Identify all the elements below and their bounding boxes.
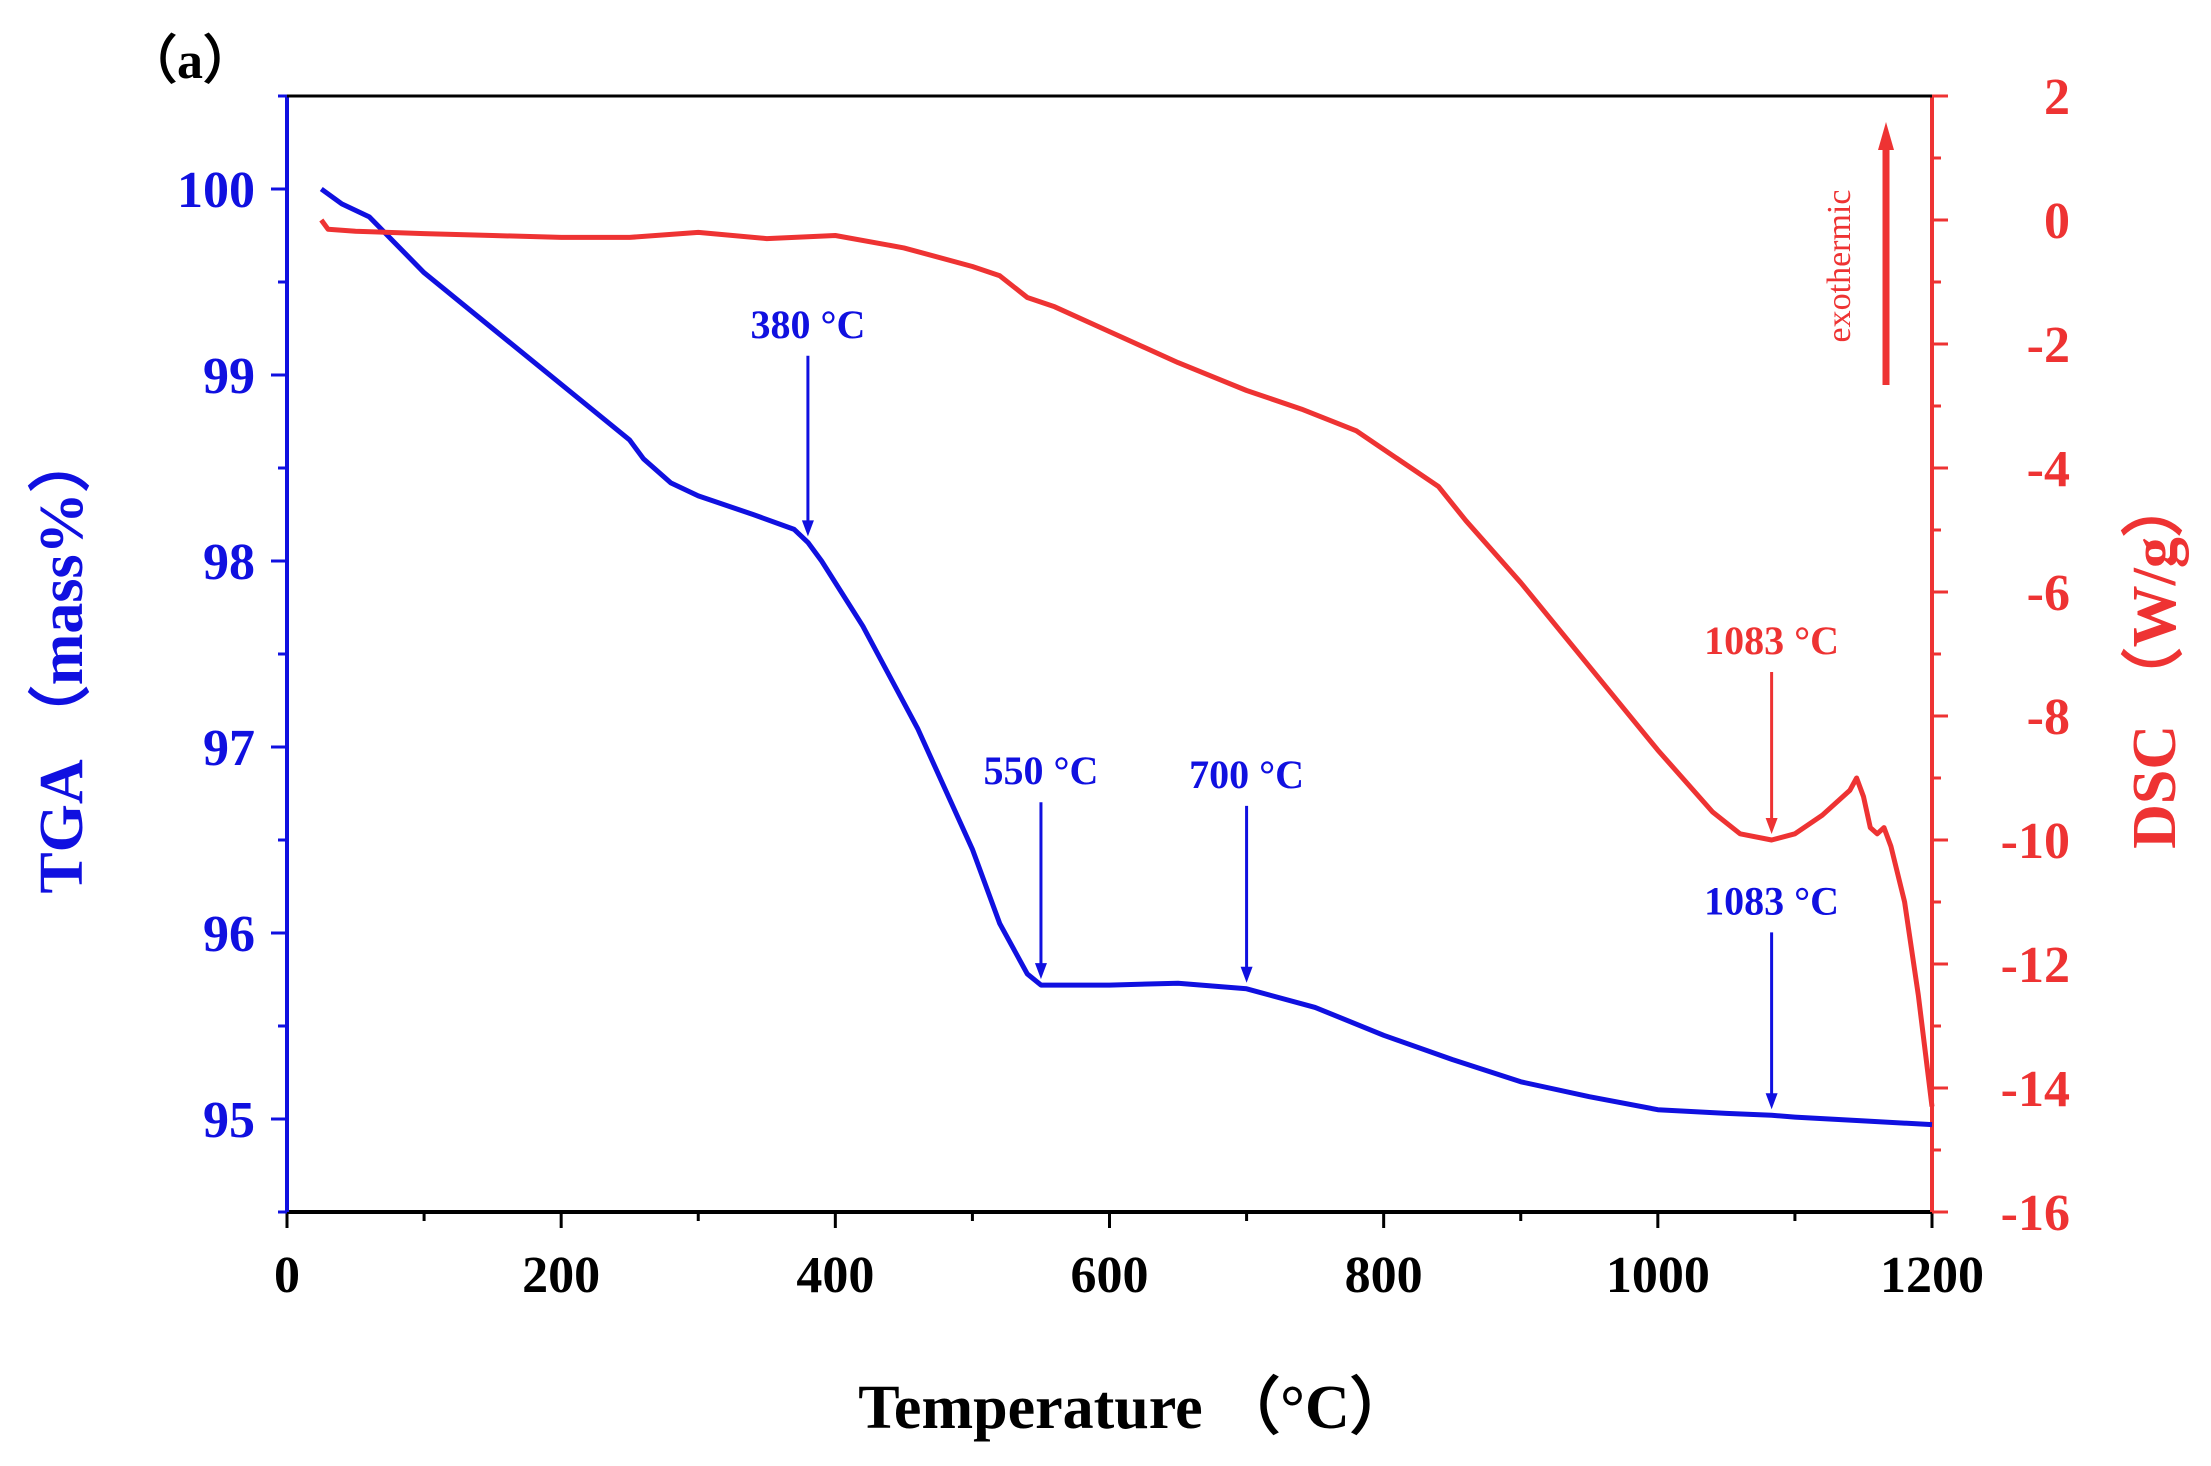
x-axis-title: Temperature （°C） <box>858 1372 1411 1442</box>
y-left-tick-label: 97 <box>203 720 255 777</box>
y-right-tick-label: 0 <box>2044 193 2070 250</box>
panel-label: （a） <box>125 32 255 90</box>
y-right-tick-label: -4 <box>2027 441 2070 498</box>
y-right-tick-label: -16 <box>2001 1185 2070 1242</box>
dsc-annotation-label: 1083 °C <box>1704 618 1839 663</box>
y-right-tick-label: -2 <box>2027 317 2070 374</box>
tga-annotation-label: 700 °C <box>1189 752 1304 797</box>
annotations: 380 °C 550 °C 700 °C 1083 °C 1083 °C <box>750 302 1839 1110</box>
tga-annotation-label: 380 °C <box>750 302 865 347</box>
y-right-tick-label: -14 <box>2001 1061 2070 1118</box>
y-left-axis-title: TGA （mass%） <box>26 430 96 893</box>
data-lines <box>319 186 1935 1128</box>
y-left-tick-label: 96 <box>203 906 255 963</box>
exothermic-label: exothermic <box>1821 190 1858 343</box>
y-right-tick-label: -10 <box>2001 813 2070 870</box>
x-tick-label: 400 <box>796 1247 874 1304</box>
y-left-tick-label: 100 <box>177 162 255 219</box>
tga-annotation-label: 1083 °C <box>1704 878 1839 923</box>
y-left-tick-label: 95 <box>203 1092 255 1149</box>
x-tick-label: 200 <box>522 1247 600 1304</box>
y-right-tick-label: 2 <box>2044 69 2070 126</box>
tga-annotation-arrow-head <box>1765 1093 1778 1110</box>
tga-annotation-arrow-head <box>1240 966 1253 983</box>
axes: 0 200 400 600 800 1000 1200 95 96 97 98 99 100 2 0 -2 -4… <box>177 69 2070 1304</box>
y-right-tick-label: -12 <box>2001 937 2070 994</box>
x-tick-label: 600 <box>1071 1247 1149 1304</box>
y-right-tick-label: -8 <box>2027 689 2070 746</box>
tga-annotation-label: 550 °C <box>984 748 1099 793</box>
y-left-tick-label: 99 <box>203 348 255 405</box>
tga-series-line <box>319 186 1933 1128</box>
tga-annotation-arrow-head <box>801 520 814 537</box>
dsc-annotation-arrow-head <box>1765 818 1778 834</box>
x-tick-label: 0 <box>274 1247 300 1304</box>
exothermic-arrow-head <box>1878 122 1894 150</box>
y-right-axis-title: DSC （W/g） <box>2119 475 2189 849</box>
x-tick-label: 800 <box>1345 1247 1423 1304</box>
dsc-series-line <box>319 218 1935 1107</box>
y-left-tick-label: 98 <box>203 534 255 591</box>
x-tick-label: 1200 <box>1880 1247 1984 1304</box>
x-tick-label: 1000 <box>1606 1247 1710 1304</box>
y-right-tick-label: -6 <box>2027 565 2070 622</box>
tga-annotation-arrow-head <box>1034 963 1047 980</box>
exothermic-indicator: exothermic <box>1821 122 1894 385</box>
